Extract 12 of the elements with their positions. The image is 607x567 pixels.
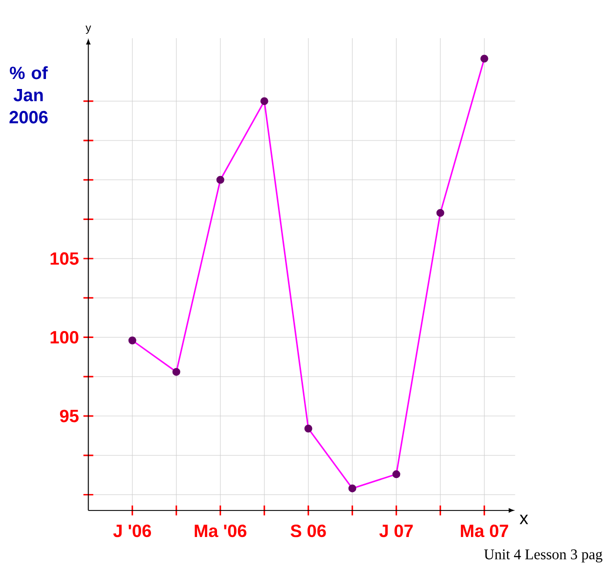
y-tick-label: 105: [50, 252, 79, 265]
y-tick-label: 95: [60, 410, 79, 422]
x-tick-label: J '06: [113, 524, 152, 538]
x-tick-label: J 07: [379, 524, 413, 538]
x-tick-label: S 06: [290, 524, 326, 538]
x-tick-label: Ma 07: [460, 524, 508, 538]
y-axis-title: % of Jan 2006: [10, 66, 48, 124]
y-tick-label: 100: [50, 331, 78, 344]
text: Unit 4 Lesson 3 pag: [484, 550, 602, 563]
x-axis-title: x: [520, 514, 528, 524]
x-tick-label: Ma '06: [194, 524, 246, 538]
text: y: [86, 26, 92, 34]
